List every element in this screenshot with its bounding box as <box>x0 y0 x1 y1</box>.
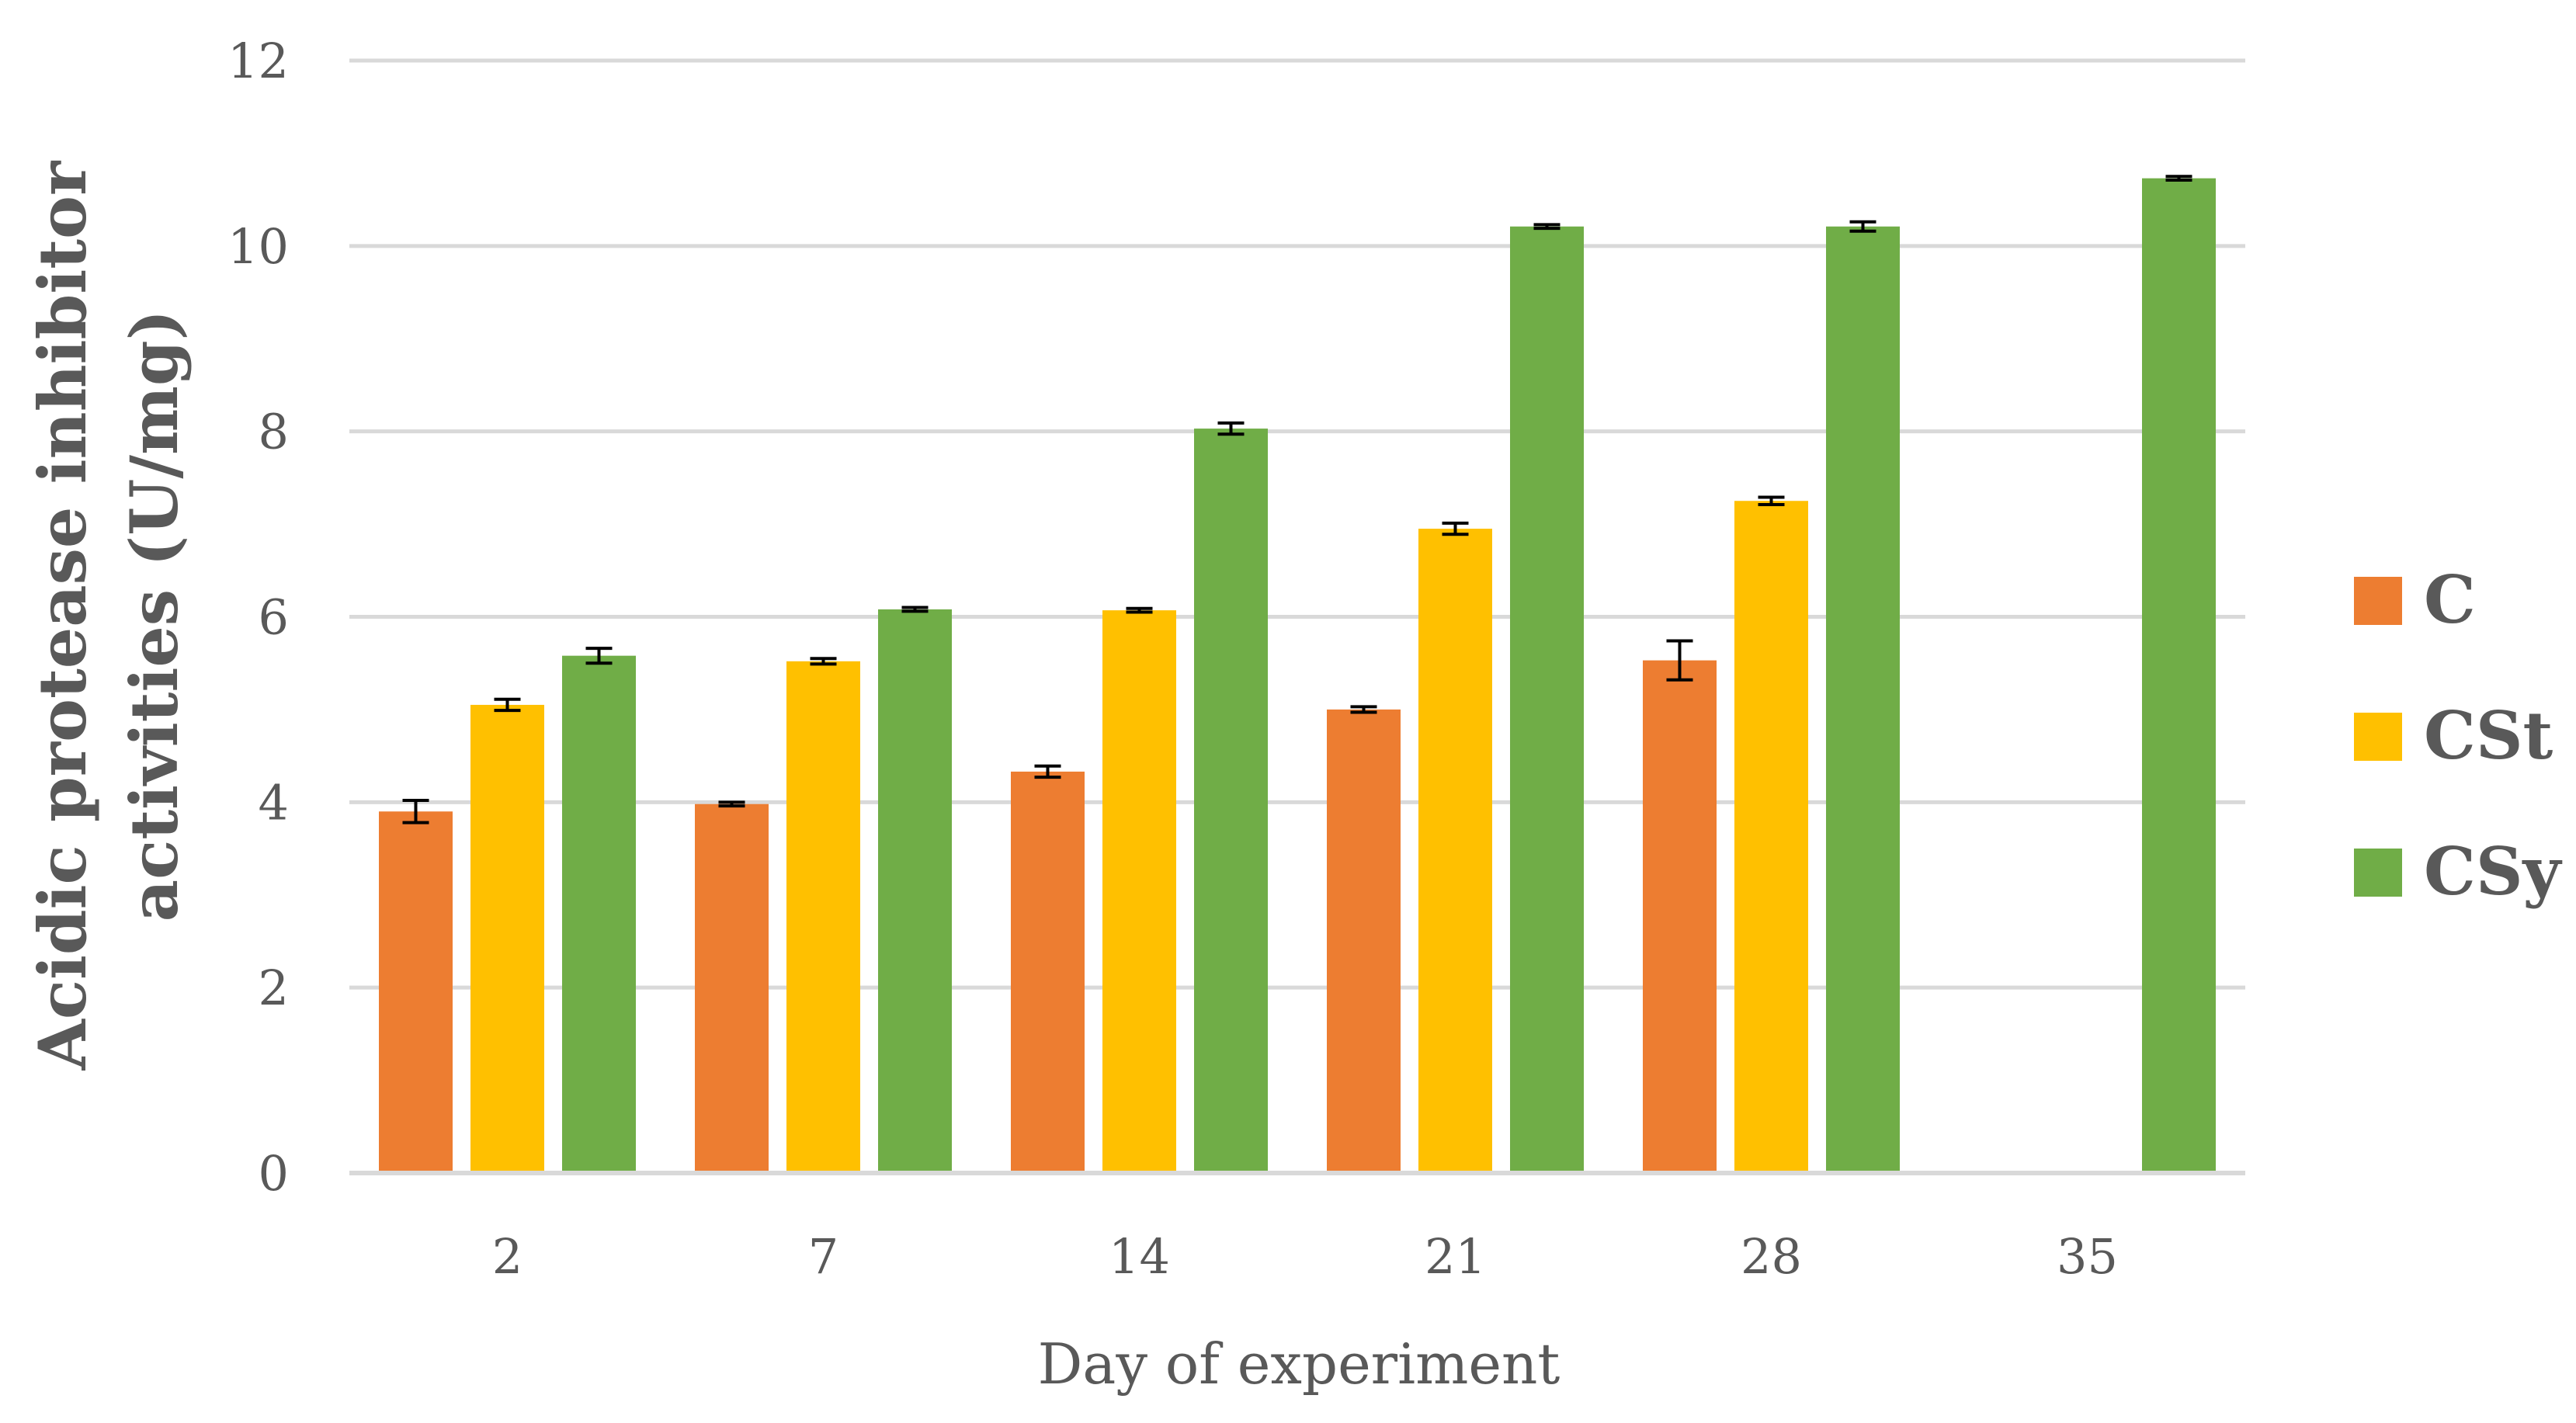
y-tick-label-2: 2 <box>259 960 289 1016</box>
legend-swatch-CSt <box>2354 713 2402 761</box>
legend-label-CSt: CSt <box>2424 697 2553 774</box>
x-axis-title: Day of experiment <box>1038 1331 1561 1397</box>
bar-CSy-day-28 <box>1826 226 1900 1173</box>
error-bars <box>402 175 2192 824</box>
bar-CSt-day-21 <box>1418 529 1492 1173</box>
bar-C-day-21 <box>1327 709 1401 1173</box>
legend-swatch-CSy <box>2354 849 2402 897</box>
bar-C-day-7 <box>695 803 769 1173</box>
bar-CSt-day-7 <box>786 661 860 1173</box>
x-tick-label-35: 35 <box>2057 1228 2118 1285</box>
bar-CSy-day-14 <box>1194 429 1268 1173</box>
y-tick-label-8: 8 <box>259 404 289 460</box>
bar-CSt-day-14 <box>1102 610 1176 1173</box>
bar-CSt-day-28 <box>1734 501 1808 1173</box>
y-axis-title-line-2: activities (U/mg) <box>116 310 193 922</box>
x-tick-label-28: 28 <box>1741 1228 1802 1285</box>
x-tick-label-14: 14 <box>1109 1228 1170 1285</box>
y-axis-title: Acidic protease inhibitor activities (U/… <box>24 160 193 1071</box>
bars <box>379 178 2216 1173</box>
bar-CSy-day-2 <box>562 655 636 1173</box>
bar-CSy-day-35 <box>2142 178 2216 1173</box>
y-tick-label-4: 4 <box>259 774 289 831</box>
legend: C CSt CSy <box>2354 561 2563 910</box>
bar-C-day-2 <box>379 811 453 1173</box>
legend-label-CSy: CSy <box>2424 833 2563 910</box>
y-tick-label-0: 0 <box>259 1145 289 1202</box>
x-tick-label-7: 7 <box>808 1228 838 1285</box>
bar-CSy-day-21 <box>1510 226 1584 1173</box>
x-tick-label-21: 21 <box>1425 1228 1486 1285</box>
x-tick-label-2: 2 <box>492 1228 522 1285</box>
bar-CSy-day-7 <box>878 609 952 1173</box>
y-tick-label-6: 6 <box>259 589 289 646</box>
axes: 0 2 4 6 8 10 12 2 7 14 21 28 35 <box>227 33 2245 1285</box>
bar-CSt-day-2 <box>470 704 544 1173</box>
y-tick-label-12: 12 <box>227 33 289 89</box>
bar-C-day-28 <box>1643 660 1717 1173</box>
y-axis-title-line-1: Acidic protease inhibitor <box>24 160 101 1071</box>
legend-label-C: C <box>2424 561 2476 638</box>
gridlines <box>349 58 2245 990</box>
legend-swatch-C <box>2354 577 2402 625</box>
y-tick-label-10: 10 <box>227 218 289 275</box>
bar-C-day-14 <box>1011 771 1085 1173</box>
